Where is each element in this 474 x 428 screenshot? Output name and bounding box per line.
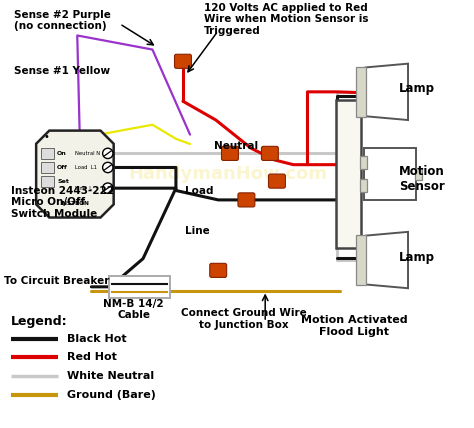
Text: Set: Set <box>57 179 69 184</box>
Polygon shape <box>366 64 408 120</box>
FancyBboxPatch shape <box>415 168 422 180</box>
Circle shape <box>103 183 113 193</box>
FancyBboxPatch shape <box>174 54 191 68</box>
Circle shape <box>103 162 113 172</box>
Polygon shape <box>366 232 408 288</box>
Text: Connect Ground Wire
to Junction Box: Connect Ground Wire to Junction Box <box>181 308 307 330</box>
Text: Insteon 2443-222
Micro On/Off
Switch Module: Insteon 2443-222 Micro On/Off Switch Mod… <box>10 186 114 219</box>
FancyBboxPatch shape <box>336 100 361 248</box>
Text: Neutral N: Neutral N <box>75 151 100 156</box>
FancyBboxPatch shape <box>356 235 366 285</box>
Circle shape <box>103 148 113 158</box>
Text: Load: Load <box>185 186 214 196</box>
FancyBboxPatch shape <box>109 276 170 298</box>
FancyBboxPatch shape <box>210 263 227 277</box>
Text: INSTEON: INSTEON <box>61 201 89 205</box>
Text: Red Hot: Red Hot <box>67 352 117 362</box>
FancyBboxPatch shape <box>41 162 54 173</box>
Text: On: On <box>57 151 67 156</box>
Text: White Neutral: White Neutral <box>67 371 154 381</box>
Text: Lamp: Lamp <box>399 81 435 95</box>
Polygon shape <box>36 131 114 217</box>
FancyBboxPatch shape <box>360 179 367 193</box>
FancyBboxPatch shape <box>238 193 255 207</box>
FancyBboxPatch shape <box>41 176 54 187</box>
Text: Ground (Bare): Ground (Bare) <box>67 390 156 400</box>
FancyBboxPatch shape <box>356 67 366 117</box>
Text: Black Hot: Black Hot <box>67 333 127 344</box>
Text: Sense #2 Purple
(no connection): Sense #2 Purple (no connection) <box>14 9 111 31</box>
FancyBboxPatch shape <box>360 156 367 169</box>
FancyBboxPatch shape <box>221 146 238 160</box>
Text: Motion
Sensor: Motion Sensor <box>399 165 445 193</box>
FancyBboxPatch shape <box>41 148 54 159</box>
Text: Legend:: Legend: <box>10 315 67 328</box>
FancyBboxPatch shape <box>365 148 417 200</box>
Text: 120 Volts AC applied to Red
Wire when Motion Sensor is
Triggered: 120 Volts AC applied to Red Wire when Mo… <box>204 3 369 36</box>
Text: Line  L: Line L <box>75 186 92 190</box>
Text: HandymanHow.com: HandymanHow.com <box>128 165 327 183</box>
FancyBboxPatch shape <box>262 146 278 160</box>
Text: Off: Off <box>57 165 68 170</box>
Text: Motion Activated
Flood Light: Motion Activated Flood Light <box>301 315 408 336</box>
Text: NM-B 14/2
Cable: NM-B 14/2 Cable <box>103 299 164 320</box>
Text: Neutral: Neutral <box>213 141 258 151</box>
FancyBboxPatch shape <box>268 174 285 188</box>
Text: Lamp: Lamp <box>399 251 435 264</box>
Text: Load  L1: Load L1 <box>75 165 97 170</box>
Text: Sense #1 Yellow: Sense #1 Yellow <box>14 66 110 76</box>
Text: To Circuit Breaker: To Circuit Breaker <box>4 276 110 286</box>
Text: Line: Line <box>185 226 210 236</box>
Text: •: • <box>44 132 50 142</box>
